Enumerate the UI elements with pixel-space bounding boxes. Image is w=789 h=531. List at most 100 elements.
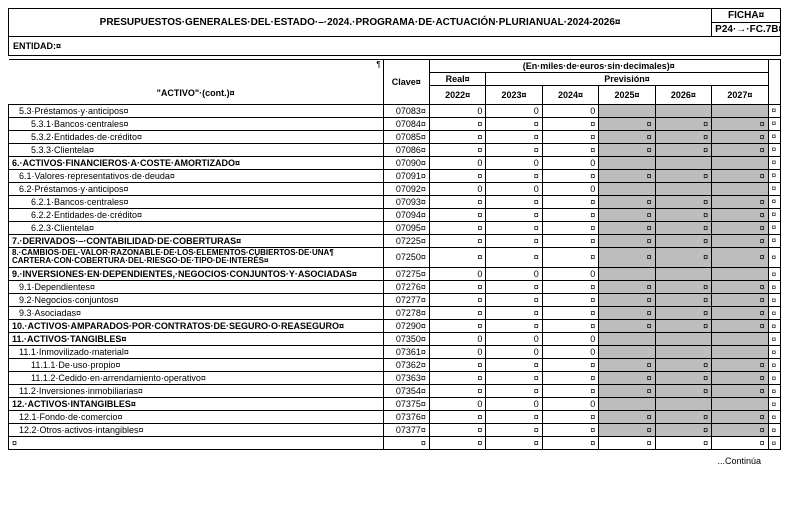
table-row: 5.3.3·Clientela¤07086¤¤¤¤¤¤¤¤ [9,143,781,156]
row-marker: ¤ [768,320,780,333]
row-value: ¤ [712,385,768,398]
row-value: 0 [429,398,485,411]
row-label: 5.3.2·Entidades·de·crédito¤ [9,130,384,143]
row-value: ¤ [542,359,598,372]
row-value [655,398,711,411]
row-value [712,156,768,169]
row-value: ¤ [599,424,655,437]
row-value: ¤ [655,372,711,385]
row-value: 0 [542,398,598,411]
row-marker: ¤ [768,372,780,385]
row-value [655,268,711,281]
table-row: 6.2.2·Entidades·de·crédito¤07094¤¤¤¤¤¤¤¤ [9,208,781,221]
document-table: PRESUPUESTOS·GENERALES·DEL·ESTADO·–·2024… [8,8,781,450]
row-value: ¤ [486,195,542,208]
table-row: 9.3·Asociadas¤07278¤¤¤¤¤¤¤¤ [9,307,781,320]
row-clave: 07095¤ [383,221,429,234]
row-value: ¤ [599,117,655,130]
row-label: 9.3·Asociadas¤ [9,307,384,320]
table-row: 10.·ACTIVOS·AMPARADOS·POR·CONTRATOS·DE·S… [9,320,781,333]
row-value: ¤ [599,195,655,208]
row-marker: ¤ [768,359,780,372]
table-row: 9.2·Negocios·conjuntos¤07277¤¤¤¤¤¤¤¤ [9,294,781,307]
row-marker: ¤ [768,143,780,156]
row-label: 11.1.2·Cedido·en·arrendamiento·operativo… [9,372,384,385]
table-row: 5.3.1·Bancos·centrales¤07084¤¤¤¤¤¤¤¤ [9,117,781,130]
row-clave: 07093¤ [383,195,429,208]
row-value: ¤ [429,411,485,424]
row-value: ¤ [486,437,542,450]
paragraph-mark: ¶ [376,60,380,69]
row-value: ¤ [599,359,655,372]
row-marker: ¤ [768,411,780,424]
ficha-label: FICHA¤ [712,9,781,23]
table-row: 6.·ACTIVOS·FINANCIEROS·A·COSTE·AMORTIZAD… [9,156,781,169]
row-value [655,104,711,117]
row-value: ¤ [599,411,655,424]
row-marker: ¤ [768,104,780,117]
row-clave: 07377¤ [383,424,429,437]
col-real: Real¤ [429,73,485,86]
table-row: 7.·DERIVADOS·–·CONTABILIDAD·DE·COBERTURA… [9,234,781,247]
row-value [712,398,768,411]
row-value: ¤ [599,372,655,385]
row-clave: ¤ [383,437,429,450]
table-row: 12.·ACTIVOS·INTANGIBLES¤07375¤000¤ [9,398,781,411]
row-value: ¤ [542,437,598,450]
row-clave: 07083¤ [383,104,429,117]
row-value [599,398,655,411]
row-value: ¤ [655,385,711,398]
row-value: ¤ [542,195,598,208]
row-clave: 07225¤ [383,234,429,247]
row-value: ¤ [655,143,711,156]
row-value: ¤ [486,294,542,307]
row-value: ¤ [542,385,598,398]
row-value: ¤ [429,247,485,268]
row-value [712,104,768,117]
row-value: ¤ [712,117,768,130]
row-value: ¤ [655,281,711,294]
row-clave: 07361¤ [383,346,429,359]
row-value: ¤ [712,424,768,437]
row-value: 0 [542,346,598,359]
row-label: 5.3.1·Bancos·centrales¤ [9,117,384,130]
row-clave: 07290¤ [383,320,429,333]
row-value: ¤ [542,208,598,221]
table-row: 5.3·Préstamos·y·anticipos¤07083¤000¤ [9,104,781,117]
row-marker: ¤ [768,195,780,208]
table-row: 11.1.1·De·uso·propio¤07362¤¤¤¤¤¤¤¤ [9,359,781,372]
row-label: 6.2.2·Entidades·de·crédito¤ [9,208,384,221]
row-label: 11.·ACTIVOS·TANGIBLES¤ [9,333,384,346]
row-value: 0 [486,268,542,281]
row-value [712,346,768,359]
row-label: 7.·DERIVADOS·–·CONTABILIDAD·DE·COBERTURA… [9,234,384,247]
row-value: ¤ [599,294,655,307]
row-value: ¤ [486,385,542,398]
row-value: ¤ [486,359,542,372]
row-value: 0 [542,333,598,346]
row-clave: 07085¤ [383,130,429,143]
row-value: ¤ [712,437,768,450]
row-value: ¤ [429,437,485,450]
doc-title: PRESUPUESTOS·GENERALES·DEL·ESTADO·–·2024… [9,9,712,37]
row-value: 0 [429,104,485,117]
row-value: ¤ [486,411,542,424]
row-clave: 07250¤ [383,247,429,268]
row-value: ¤ [599,247,655,268]
row-marker: ¤ [768,424,780,437]
row-value: ¤ [655,307,711,320]
col-prevision: Previsión¤ [486,73,768,86]
table-row: 5.3.2·Entidades·de·crédito¤07085¤¤¤¤¤¤¤¤ [9,130,781,143]
table-row: 9.·INVERSIONES·EN·DEPENDIENTES,·NEGOCIOS… [9,268,781,281]
row-value: ¤ [712,169,768,182]
row-value: ¤ [429,372,485,385]
row-clave: 07278¤ [383,307,429,320]
row-clave: 07362¤ [383,359,429,372]
row-clave: 07094¤ [383,208,429,221]
row-value: ¤ [486,208,542,221]
row-value: ¤ [542,221,598,234]
row-value: ¤ [486,281,542,294]
row-value: ¤ [712,143,768,156]
row-marker: ¤ [768,385,780,398]
row-clave: 07350¤ [383,333,429,346]
